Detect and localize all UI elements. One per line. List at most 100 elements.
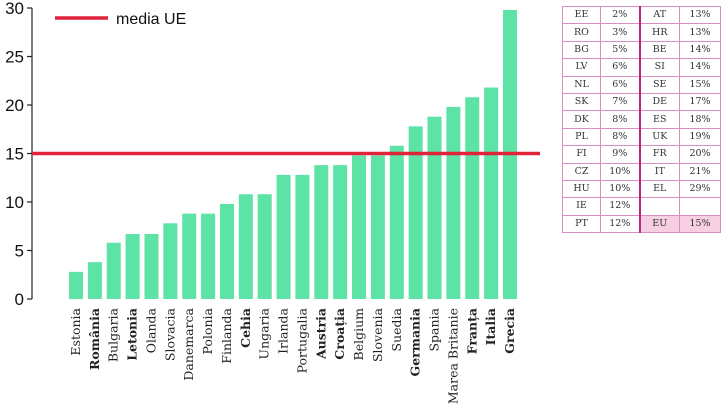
bar-2 [106, 242, 121, 299]
x-tick-label: Slovacia [162, 307, 177, 361]
x-tick-label: Franța [464, 308, 479, 354]
country-code-cell: AT [639, 5, 680, 25]
y-axis: 0 5 10 15 20 25 30 [5, 0, 33, 309]
x-tick-label: România [87, 308, 102, 370]
table-row: EE 2% AT 13% [562, 5, 721, 25]
x-tick-label: Portugalia [294, 307, 309, 373]
table-row: BG 5% BE 14% [562, 40, 721, 60]
bar-1 [87, 262, 102, 299]
y-tick-label: 25 [5, 48, 24, 67]
bar-5 [163, 223, 178, 299]
bar-18 [408, 126, 423, 299]
x-tick-label: Marea Britanie [445, 308, 460, 404]
country-code-cell: SI [639, 58, 680, 77]
percentage-cell: 13% [679, 23, 721, 42]
bar-17 [389, 145, 404, 299]
bar-12 [295, 174, 310, 299]
bar-22 [484, 87, 499, 299]
y-tick-label: 0 [15, 290, 24, 309]
percentage-cell: 7% [600, 92, 641, 112]
table-row: PT 12% EU 15% [562, 214, 721, 234]
x-tick-label: Finlanda [219, 307, 234, 363]
bar-10 [257, 194, 272, 299]
table-row: LV 6% SI 14% [562, 58, 721, 77]
country-code-cell: RO [562, 23, 601, 42]
percentage-cell: 2% [600, 5, 641, 25]
country-code-cell: IT [639, 162, 680, 181]
country-code-cell: ES [639, 110, 680, 129]
percentage-cell: 10% [600, 179, 641, 199]
percentage-cell: 14% [679, 58, 721, 77]
table-row: HU 10% EL 29% [562, 179, 721, 199]
table-row: FI 9% FR 20% [562, 145, 721, 164]
percentage-cell: 14% [679, 40, 721, 60]
country-code-cell: DE [639, 92, 680, 112]
x-tick-label: Belgium [351, 308, 366, 361]
table-row: CZ 10% IT 21% [562, 162, 721, 181]
country-code-cell: EU [639, 214, 680, 234]
percentage-cell: 18% [679, 110, 721, 129]
percentage-cell: 21% [679, 162, 721, 181]
country-code-cell [639, 197, 680, 216]
x-tick-label: Danemarca [181, 307, 196, 380]
country-code-cell: CZ [562, 162, 601, 181]
x-tick-label: Italia [483, 308, 498, 345]
country-percentage-table: EE 2% AT 13% RO 3% HR 13% BG 5% BE 14% LV 6% SI 14% NL 6%… [562, 5, 721, 234]
percentage-cell: 15% [679, 214, 721, 234]
bar-14 [333, 165, 348, 299]
country-code-cell: IE [562, 197, 601, 216]
bar-7 [201, 213, 216, 299]
percentage-cell [679, 197, 721, 216]
x-tick-label: Estonia [68, 307, 83, 355]
table-row: RO 3% HR 13% [562, 23, 721, 42]
percentage-cell: 10% [600, 162, 641, 181]
percentage-cell: 13% [679, 5, 721, 25]
y-tick-label: 30 [5, 0, 24, 18]
x-tick-label: Bulgaria [106, 307, 121, 362]
percentage-cell: 19% [679, 127, 721, 147]
percentage-cell: 20% [679, 145, 721, 164]
bar-4 [144, 234, 159, 299]
bar-21 [465, 97, 480, 300]
percentage-cell: 6% [600, 75, 641, 94]
legend: media UE [55, 11, 186, 28]
x-tick-label: Irlanda [276, 307, 291, 353]
bar-0 [69, 271, 83, 299]
percentage-cell: 29% [679, 179, 721, 199]
percentage-cell: 8% [600, 110, 641, 129]
bars [69, 9, 517, 300]
percentage-cell: 6% [600, 58, 641, 77]
country-code-cell: PL [562, 127, 601, 147]
percentage-cell: 17% [679, 92, 721, 112]
bar-9 [238, 194, 253, 299]
percentage-cell: 5% [600, 40, 641, 60]
table-row: SK 7% DE 17% [562, 92, 721, 112]
country-code-cell: SK [562, 92, 601, 112]
country-code-cell: FR [639, 145, 680, 164]
country-code-cell: DK [562, 110, 601, 129]
bar-6 [182, 213, 197, 299]
legend-label: media UE [116, 11, 186, 28]
percentage-cell: 9% [600, 145, 641, 164]
x-tick-labels: Estonia România Bulgaria Letonia Olanda Slova… [68, 307, 517, 404]
bar-3 [125, 234, 140, 299]
country-code-cell: PT [562, 214, 601, 234]
table-row: NL 6% SE 15% [562, 75, 721, 94]
percentage-cell: 3% [600, 23, 641, 42]
country-code-cell: BE [639, 40, 680, 60]
x-tick-label: Olanda [143, 307, 158, 353]
country-code-cell: LV [562, 58, 601, 77]
bar-16 [370, 155, 385, 299]
country-code-cell: BG [562, 40, 601, 60]
x-tick-label: Croația [332, 308, 347, 360]
y-tick-label: 15 [5, 145, 24, 164]
x-tick-label: Suedia [389, 307, 404, 351]
x-tick-label: Grecia [502, 308, 517, 354]
x-tick-label: Slovenia [370, 307, 385, 362]
country-code-cell: HR [639, 23, 680, 42]
country-code-cell: EL [639, 179, 680, 199]
x-tick-label: Austria [313, 308, 328, 360]
country-code-cell: SE [639, 75, 680, 94]
country-code-cell: HU [562, 179, 601, 199]
bar-19 [427, 116, 442, 299]
